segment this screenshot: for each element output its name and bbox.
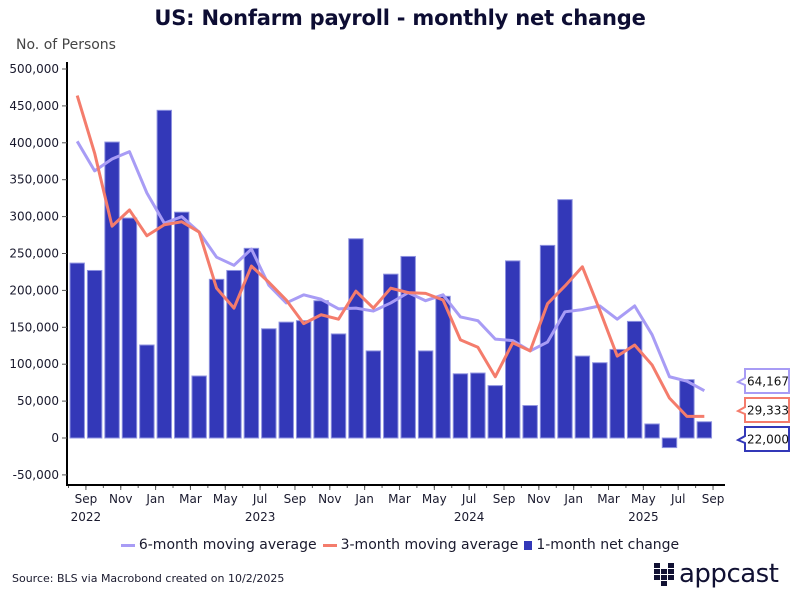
y-axis-label: No. of Persons: [16, 37, 116, 53]
y-tick-label: 350,000: [9, 173, 59, 187]
y-tick-label: 500,000: [9, 62, 59, 76]
bar: [121, 217, 138, 439]
bar: [522, 405, 538, 439]
bar: [574, 355, 591, 439]
x-tick-label: Jul: [670, 492, 685, 506]
legend: 6-month moving average 3-month moving av…: [0, 537, 800, 553]
y-tick-label: 400,000: [9, 136, 59, 150]
bar: [383, 273, 399, 439]
y-tick-label: 150,000: [9, 320, 59, 334]
bar: [278, 321, 294, 439]
bar: [69, 262, 85, 439]
x-tick-label: May: [631, 492, 656, 506]
x-tick-label: Jan: [354, 492, 374, 506]
x-year-label: 2023: [245, 510, 276, 524]
chart-title: US: Nonfarm payroll - monthly net change: [154, 6, 646, 30]
x-tick-label: Jan: [145, 492, 165, 506]
legend-swatch-1mo: [524, 540, 533, 550]
x-tick-label: Jul: [461, 492, 476, 506]
bar: [661, 437, 678, 449]
x-tick-label: Sep: [702, 492, 725, 506]
y-tick-label: 50,000: [17, 394, 59, 408]
x-tick-label: Jul: [252, 492, 267, 506]
x-tick-label: Nov: [109, 492, 132, 506]
bar: [487, 385, 503, 439]
bar: [295, 320, 312, 439]
bar: [139, 344, 155, 439]
bar: [348, 238, 364, 439]
axes: -50,000 0 50,000 100,000 150,000 200,000 250,0…: [9, 62, 725, 524]
y-tick-label: 450,000: [9, 99, 59, 113]
bar: [452, 373, 469, 439]
x-tick-label: Mar: [179, 492, 202, 506]
bar: [86, 269, 103, 439]
bar: [400, 255, 416, 439]
bar: [330, 333, 347, 439]
y-tick-label: 300,000: [9, 210, 59, 224]
bar: [365, 350, 382, 439]
appcast-logo: appcast: [654, 559, 779, 589]
label-6-month-ma-last-box: [735, 368, 790, 394]
y-tick-label: -50,000: [13, 468, 59, 482]
bar: [435, 295, 451, 439]
bar: [557, 199, 573, 439]
label-3-month-ma-last-box: [735, 397, 790, 423]
bar: [174, 211, 190, 439]
bar: [609, 348, 625, 439]
chart-canvas: -50,000 0 50,000 100,000 150,000 200,000 250,0…: [9, 62, 790, 524]
x-year-label: 2022: [71, 510, 102, 524]
y-tick-label: 200,000: [9, 283, 59, 297]
line-series: [75, 95, 706, 418]
legend-label-3mo: 3-month moving average: [340, 537, 519, 553]
label-1-month-last: 22,000: [747, 433, 789, 447]
legend-swatch-3mo: [322, 543, 337, 547]
x-tick-label: Nov: [527, 492, 550, 506]
label-3-month-ma-last: 29,333: [747, 404, 789, 418]
bar: [226, 269, 242, 439]
x-tick-label: Jan: [563, 492, 583, 506]
x-tick-label: Mar: [597, 492, 620, 506]
label-6-month-ma-last: 64,167: [747, 375, 789, 389]
appcast-grid-icon: [654, 562, 674, 586]
line-6-month-ma: [75, 140, 706, 392]
bar: [156, 109, 173, 439]
bar: [592, 362, 608, 439]
label-1-month-last-box: [735, 426, 790, 452]
logo-text: appcast: [679, 559, 779, 589]
y-tick-label: 0: [51, 431, 59, 445]
bar: [191, 375, 207, 439]
bar: [470, 372, 486, 439]
line-3-month-ma: [75, 95, 705, 418]
x-tick-label: Nov: [318, 492, 341, 506]
x-tick-label: Mar: [388, 492, 411, 506]
x-year-label: 2025: [628, 510, 659, 524]
bar: [261, 328, 277, 439]
bar: [696, 421, 713, 439]
x-tick-label: Sep: [75, 492, 98, 506]
x-tick-label: Sep: [493, 492, 516, 506]
bar-series: [69, 109, 713, 449]
x-tick-label: Sep: [284, 492, 307, 506]
bar: [679, 379, 695, 439]
bar: [626, 320, 643, 439]
y-tick-label: 100,000: [9, 357, 59, 371]
y-tick-label: 250,000: [9, 247, 59, 261]
end-value-labels: 64,167 29,333 22,000: [735, 368, 790, 452]
x-tick-label: May: [422, 492, 447, 506]
legend-label-6mo: 6-month moving average: [138, 537, 317, 553]
bar: [104, 141, 120, 439]
x-year-label: 2024: [454, 510, 485, 524]
legend-item-6mo: 6-month moving average: [120, 537, 317, 553]
legend-label-1mo: 1-month net change: [536, 537, 680, 553]
legend-item-3mo: 3-month moving average: [322, 537, 519, 553]
legend-item-1mo: 1-month net change: [524, 537, 679, 553]
legend-swatch-6mo: [120, 543, 135, 547]
bar: [417, 350, 434, 439]
bar: [313, 300, 329, 439]
x-tick-label: May: [213, 492, 238, 506]
bar: [208, 278, 225, 439]
bar: [644, 423, 660, 439]
bar: [505, 260, 521, 439]
source-note: Source: BLS via Macrobond created on 10/…: [12, 572, 285, 585]
